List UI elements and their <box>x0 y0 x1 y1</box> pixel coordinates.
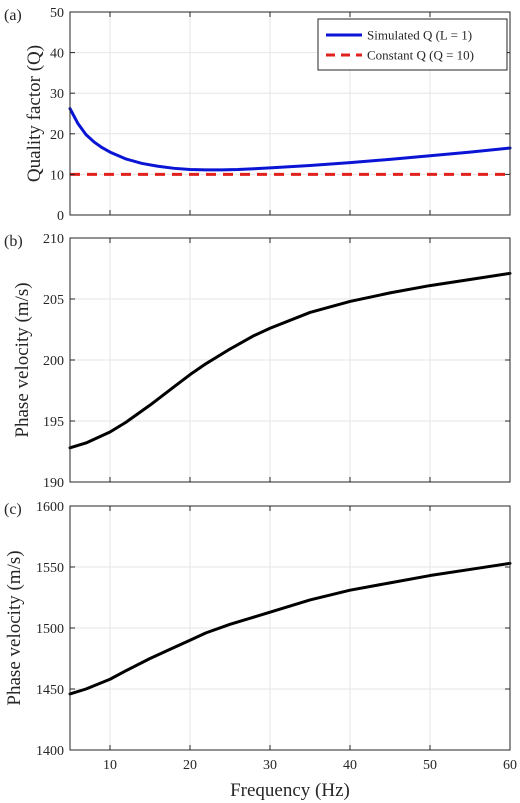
legend: Simulated Q (L = 1) Constant Q (Q = 10) <box>317 18 508 71</box>
ytick-label-2-2: 1500 <box>36 622 64 637</box>
y-axis-label-1: Phase velocity (m/s) <box>12 282 33 437</box>
xtick-label-2-4: 50 <box>423 758 437 773</box>
ytick-label-2-0: 1400 <box>36 744 64 759</box>
series-line-1-0 <box>68 271 512 450</box>
xtick-label-2-3: 40 <box>343 758 357 773</box>
panel-label-1: (b) <box>4 233 23 250</box>
axes-frame-0 <box>69 11 511 216</box>
legend-entry-1: Constant Q (Q = 10) <box>367 48 474 63</box>
panel-1: 190 195 200 205 210 Phase velocity (m/s) (b) <box>4 232 512 491</box>
ytick-label-0-0: 0 <box>57 209 64 224</box>
ytick-label-0-3: 30 <box>50 87 64 102</box>
ytick-label-1-4: 210 <box>43 232 64 247</box>
ytick-label-1-2: 200 <box>43 354 64 369</box>
ytick-label-1-1: 195 <box>43 415 64 430</box>
ytick-label-2-1: 1450 <box>36 683 64 698</box>
xtick-label-2-5: 60 <box>503 758 517 773</box>
legend-entry-0: Simulated Q (L = 1) <box>367 28 472 43</box>
legend-box <box>317 18 508 71</box>
xtick-label-2-1: 20 <box>183 758 197 773</box>
series-line-0-0 <box>68 107 512 172</box>
ytick-label-1-0: 190 <box>43 476 64 491</box>
ytick-label-0-2: 20 <box>50 128 64 143</box>
y-axis-label-0: Quality factor (Q) <box>24 45 45 182</box>
ytick-label-0-5: 50 <box>50 6 64 21</box>
ytick-label-0-4: 40 <box>50 47 64 62</box>
ytick-label-0-1: 10 <box>50 168 64 183</box>
x-axis-label: Frequency (Hz) <box>230 780 350 801</box>
panel-2: 1400 1450 1500 1550 1600 10 20 30 40 50 60 Frequenc… <box>4 500 517 801</box>
ytick-label-2-4: 1600 <box>36 500 64 515</box>
panel-label-2: (c) <box>4 501 22 518</box>
y-axis-label-2: Phase velocity (m/s) <box>4 550 25 705</box>
xtick-label-2-0: 10 <box>103 758 117 773</box>
ytick-label-2-3: 1550 <box>36 561 64 576</box>
ytick-label-1-3: 205 <box>43 293 64 308</box>
series-line-2-0 <box>68 561 512 696</box>
xtick-label-2-2: 30 <box>263 758 277 773</box>
panel-0: 0 10 20 30 40 50 Quality factor (Q) (a) Simulate… <box>4 6 512 224</box>
panel-label-0: (a) <box>4 7 22 24</box>
